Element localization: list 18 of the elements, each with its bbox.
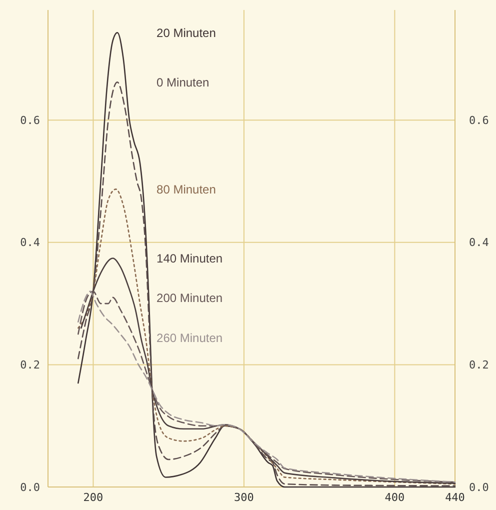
y2-tick-label: 0.2 xyxy=(469,358,489,372)
y-tick-label: 0.0 xyxy=(20,480,40,494)
text: 140 Minuten xyxy=(156,251,223,266)
y2-tick-label: 0.6 xyxy=(469,114,489,127)
y-tick-label: 0.6 xyxy=(20,114,40,127)
x-tick-label: 200 xyxy=(83,491,104,504)
x-tick-label: 400 xyxy=(384,491,405,504)
y-tick-label: 0.4 xyxy=(20,236,40,250)
text: 20 Minuten xyxy=(156,26,216,40)
y2-tick-label: 0.0 xyxy=(469,480,489,494)
text: 80 Minuten xyxy=(156,182,216,196)
y2-tick-label: 0.4 xyxy=(469,236,490,250)
x-tick-label: 440 xyxy=(445,491,465,504)
text: 0 Minuten xyxy=(156,75,210,90)
x-tick-label: 300 xyxy=(234,491,254,504)
text: 200 Minuten xyxy=(156,291,223,306)
y-tick-label: 0.2 xyxy=(20,358,40,372)
text: 260 Minuten xyxy=(156,330,223,345)
